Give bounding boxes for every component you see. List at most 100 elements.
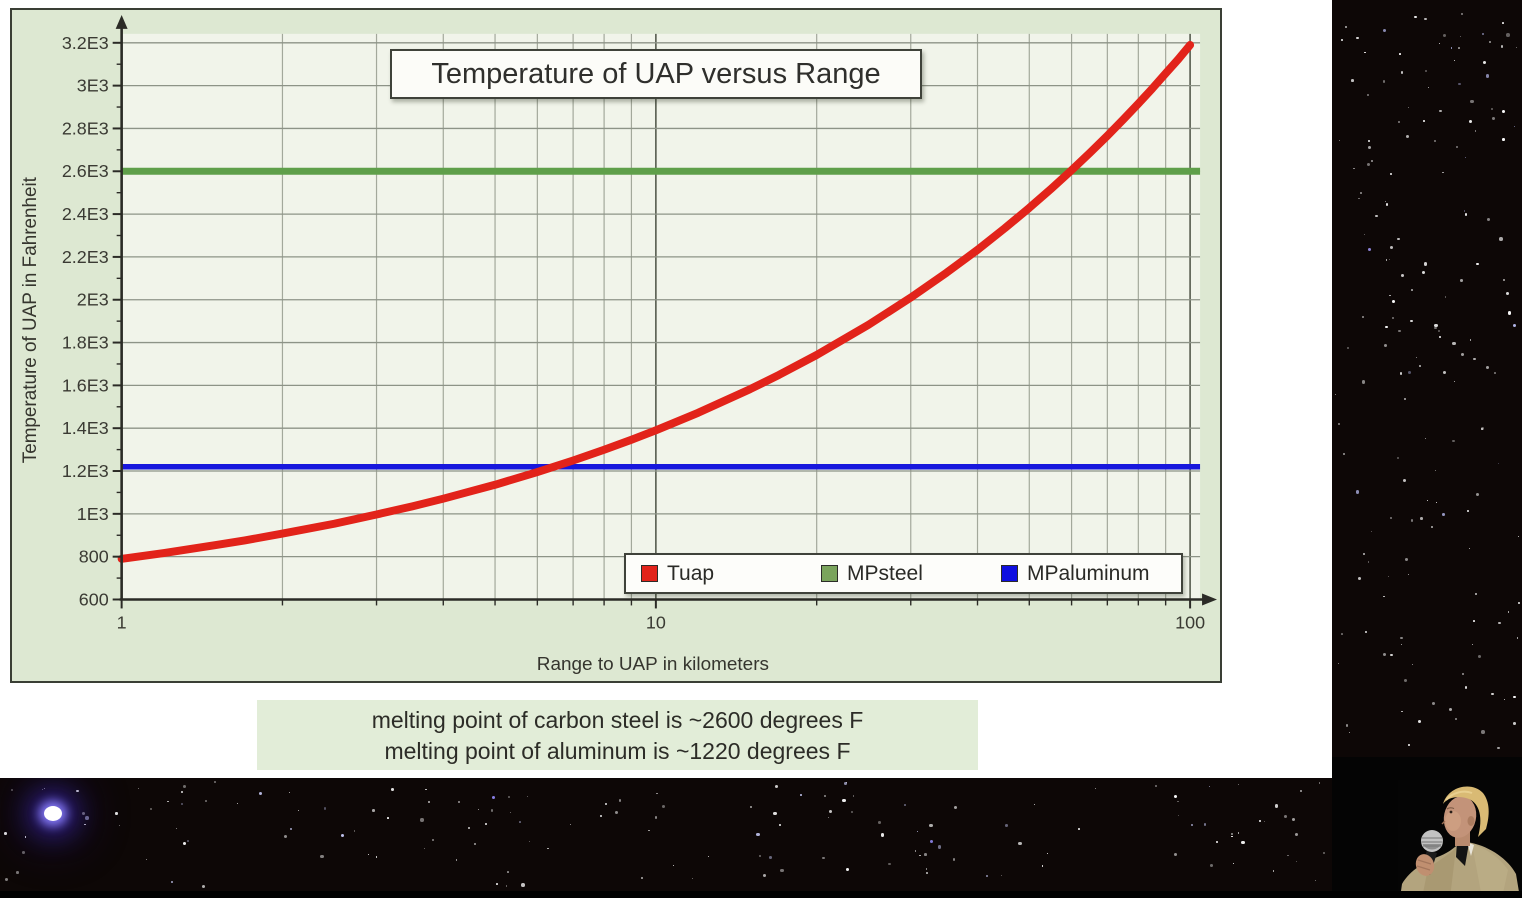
star — [1475, 493, 1479, 497]
star — [1353, 167, 1355, 170]
star — [1518, 535, 1520, 537]
star — [1384, 201, 1386, 202]
star — [1375, 214, 1378, 217]
star — [375, 856, 378, 858]
star — [83, 823, 86, 826]
star — [1383, 653, 1387, 657]
star — [930, 840, 934, 844]
caption-line-2: melting point of aluminum is ~1220 degre… — [384, 738, 851, 764]
star — [1513, 722, 1516, 725]
star — [372, 809, 375, 812]
star — [1410, 319, 1413, 323]
legend-label-tuap: Tuap — [667, 561, 715, 585]
star — [1433, 140, 1436, 143]
star — [1487, 218, 1491, 222]
star — [656, 792, 658, 795]
star — [1481, 33, 1484, 35]
presenter-hair — [1443, 786, 1489, 837]
star — [4, 832, 7, 835]
star — [1173, 853, 1177, 857]
star — [1491, 107, 1494, 110]
star — [822, 856, 825, 860]
star — [888, 862, 891, 866]
star — [1497, 746, 1500, 750]
bright-star — [44, 806, 62, 821]
star — [1047, 853, 1049, 854]
legend-swatch-tuap-icon — [641, 565, 658, 582]
star — [85, 816, 89, 820]
star — [1215, 840, 1219, 844]
star — [1480, 426, 1485, 431]
star — [618, 799, 622, 803]
legend-swatch-mpaluminum-icon — [1001, 565, 1018, 582]
star — [1364, 51, 1366, 53]
star — [1486, 366, 1490, 370]
star — [1458, 82, 1462, 86]
star — [1368, 248, 1371, 251]
star — [1367, 145, 1371, 149]
y-tick-label: 1.4E3 — [62, 418, 109, 438]
star — [1203, 823, 1207, 827]
star — [1463, 209, 1466, 212]
star — [1506, 33, 1510, 37]
star — [1458, 47, 1460, 49]
star — [843, 782, 847, 785]
legend-label-mpsteel: MPsteel — [847, 561, 923, 585]
star — [756, 832, 760, 836]
star — [1209, 785, 1211, 787]
star — [1355, 490, 1360, 494]
star — [986, 875, 989, 878]
star — [1439, 109, 1442, 112]
star — [1237, 832, 1240, 835]
star — [1438, 43, 1441, 45]
star — [427, 800, 431, 804]
star — [508, 796, 511, 799]
star — [1334, 393, 1336, 396]
presentation-slide: 600 800 1E3 1.2E3 1.4E3 1.6E3 1.8E3 2E3 2.2E3 2.4… — [0, 0, 1332, 778]
star — [763, 874, 767, 878]
star — [691, 877, 693, 880]
star — [1474, 130, 1477, 132]
y-tick-label: 1.2E3 — [62, 461, 109, 481]
star — [1322, 851, 1326, 855]
star — [1503, 278, 1506, 281]
caption-box: melting point of carbon steel is ~2600 d… — [257, 700, 978, 770]
star — [367, 853, 369, 855]
star — [1464, 213, 1468, 216]
star — [1434, 323, 1438, 328]
star — [323, 807, 327, 810]
star — [1231, 835, 1233, 838]
star — [456, 859, 458, 861]
star — [1494, 371, 1497, 374]
star — [1397, 329, 1401, 333]
y-axis-title: Temperature of UAP in Fahrenheit — [20, 176, 41, 463]
star — [477, 809, 479, 811]
star — [1351, 79, 1354, 82]
star — [1295, 833, 1299, 837]
star — [1405, 558, 1409, 562]
star — [1427, 86, 1430, 89]
star — [1368, 139, 1371, 142]
star — [1403, 678, 1407, 682]
star — [1407, 573, 1410, 576]
star — [1482, 61, 1486, 65]
star — [1423, 17, 1427, 21]
chart-title: Temperature of UAP versus Range — [431, 58, 881, 90]
star — [569, 824, 571, 826]
star — [1339, 139, 1341, 141]
star — [1041, 865, 1044, 867]
star — [1361, 380, 1365, 384]
star — [1443, 33, 1447, 37]
star — [1346, 724, 1349, 727]
star — [1442, 371, 1446, 375]
star — [852, 795, 855, 798]
star — [1389, 245, 1393, 249]
star — [1397, 237, 1400, 241]
star — [829, 810, 833, 814]
star — [1431, 702, 1435, 706]
star — [1258, 820, 1261, 822]
star — [547, 847, 549, 850]
y-tick-label: 2.8E3 — [62, 118, 109, 138]
star — [1424, 262, 1428, 266]
star — [917, 830, 919, 832]
